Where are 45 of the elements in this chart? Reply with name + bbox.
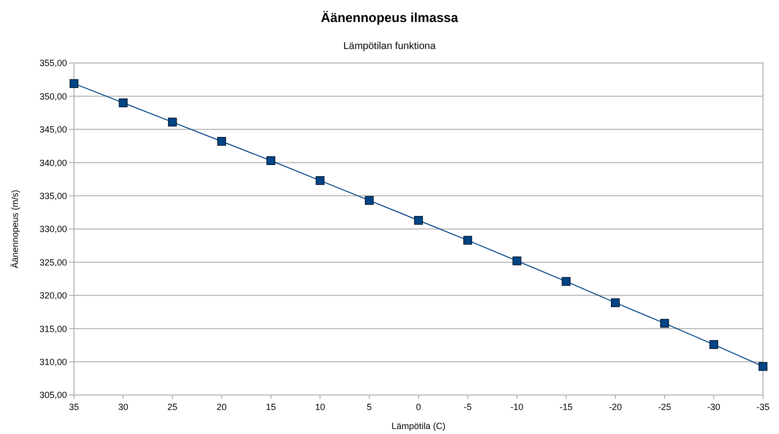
- x-tick-label: 10: [315, 402, 326, 412]
- y-tick-label: 350,00: [39, 91, 67, 102]
- y-tick-label: 305,00: [39, 390, 67, 400]
- y-tick-label: 345,00: [39, 124, 67, 135]
- y-tick-label: 355,00: [39, 58, 67, 68]
- x-tick-label: -25: [658, 402, 672, 412]
- point: [266, 156, 276, 166]
- point: [709, 340, 718, 349]
- y-tick-label: 340,00: [39, 158, 67, 168]
- x-tick-label: 35: [68, 402, 80, 412]
- x-tick-label: -15: [560, 402, 573, 412]
- y-tick-label: 330,00: [39, 224, 67, 234]
- point: [562, 277, 571, 286]
- point: [217, 136, 226, 146]
- x-tick-label: 0: [416, 402, 422, 412]
- x-tick-label: 20: [216, 402, 227, 412]
- point: [118, 98, 128, 108]
- point: [660, 318, 669, 328]
- point: [364, 196, 374, 205]
- point: [414, 216, 423, 225]
- x-tick-label: -5: [464, 402, 472, 412]
- x-tick-label: -20: [608, 402, 622, 412]
- point: [512, 256, 522, 266]
- point: [70, 79, 78, 88]
- point: [463, 236, 472, 245]
- y-axis-title: Äänennopeus (m/s): [10, 190, 20, 268]
- x-tick-label: -10: [510, 402, 524, 412]
- point: [758, 362, 768, 371]
- y-tick-label: 325,00: [39, 257, 67, 268]
- y-tick-label: 320,00: [39, 290, 67, 301]
- x-tick-label: 15: [266, 402, 276, 412]
- y-tick-label: 315,00: [39, 324, 67, 334]
- x-tick-label: -30: [707, 402, 720, 412]
- point: [168, 118, 177, 126]
- x-axis-title: Lämpötila (C): [391, 421, 446, 431]
- y-tick-label: 335,00: [39, 190, 67, 201]
- y-tick-label: 310,00: [39, 356, 67, 367]
- chart-title: Äänennopeus ilmassa: [320, 10, 459, 25]
- chart-subtitle: Lämpötilan funktiona: [343, 41, 436, 52]
- point: [316, 176, 324, 185]
- x-tick-label: 25: [167, 402, 178, 412]
- x-tick-label: -35: [756, 402, 770, 412]
- x-tick-label: 30: [118, 402, 128, 412]
- point: [610, 298, 620, 308]
- x-tick-label: 5: [366, 402, 372, 412]
